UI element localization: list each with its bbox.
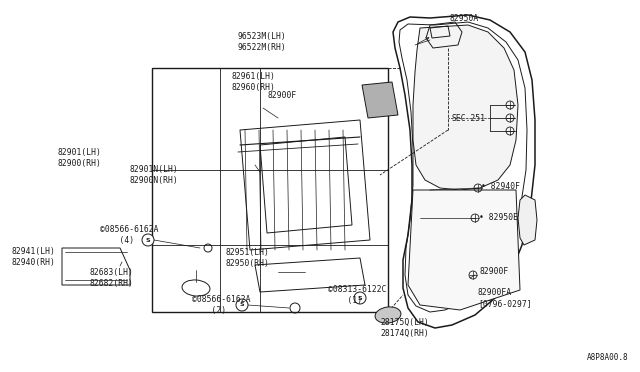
Text: SEC.251: SEC.251 bbox=[452, 113, 486, 122]
Circle shape bbox=[142, 234, 154, 246]
Text: 82961(LH)
82960(RH): 82961(LH) 82960(RH) bbox=[232, 72, 276, 92]
Text: ©08566-6162A
    (2): ©08566-6162A (2) bbox=[192, 295, 250, 315]
Ellipse shape bbox=[375, 307, 401, 323]
Text: 82683(LH)
82682(RH): 82683(LH) 82682(RH) bbox=[90, 268, 134, 288]
Text: S: S bbox=[240, 302, 244, 308]
Text: 28175Q(LH)
28174Q(RH): 28175Q(LH) 28174Q(RH) bbox=[380, 318, 429, 338]
Text: 82900F: 82900F bbox=[268, 90, 297, 99]
Polygon shape bbox=[518, 195, 537, 245]
Text: 82941(LH)
82940(RH): 82941(LH) 82940(RH) bbox=[12, 247, 56, 267]
Text: 82900FA
[0796-0297]: 82900FA [0796-0297] bbox=[478, 288, 532, 308]
Text: S: S bbox=[358, 295, 362, 301]
Text: 96523M(LH)
96522M(RH): 96523M(LH) 96522M(RH) bbox=[238, 32, 287, 52]
Text: • 82940F: • 82940F bbox=[481, 182, 520, 190]
Circle shape bbox=[236, 299, 248, 311]
Text: 82901N(LH)
82900N(RH): 82901N(LH) 82900N(RH) bbox=[130, 165, 179, 185]
Text: ©08566-6162A
    (4): ©08566-6162A (4) bbox=[100, 225, 159, 245]
Text: 82901(LH)
82900(RH): 82901(LH) 82900(RH) bbox=[58, 148, 102, 168]
Circle shape bbox=[354, 292, 366, 304]
Text: S: S bbox=[146, 237, 150, 243]
Polygon shape bbox=[362, 82, 398, 118]
Text: 82950A: 82950A bbox=[450, 13, 479, 22]
Polygon shape bbox=[413, 25, 518, 190]
Text: A8P8A00.8: A8P8A00.8 bbox=[586, 353, 628, 362]
Polygon shape bbox=[408, 190, 520, 310]
Text: • 82950E: • 82950E bbox=[479, 212, 518, 221]
Text: 82951(LH)
82950(RH): 82951(LH) 82950(RH) bbox=[225, 248, 269, 268]
Text: 82900F: 82900F bbox=[480, 267, 509, 276]
Text: ©08313-6122C
    (1): ©08313-6122C (1) bbox=[328, 285, 387, 305]
